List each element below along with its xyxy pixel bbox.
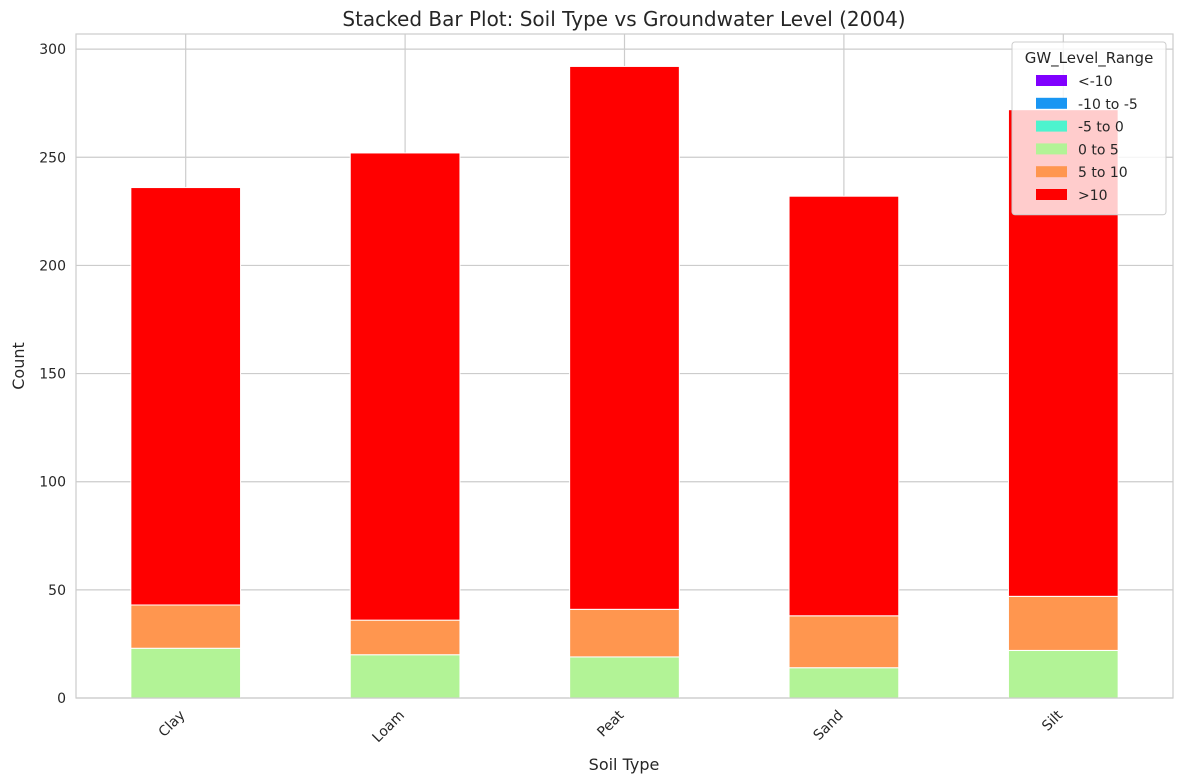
legend-swatch (1036, 75, 1067, 86)
y-tick-label: 200 (39, 258, 66, 274)
bar-segment (1007, 649, 1119, 699)
plot-frame (75, 33, 1174, 699)
bar-segment (1007, 595, 1119, 651)
chart-title: Stacked Bar Plot: Soil Type vs Groundwat… (342, 7, 905, 31)
legend-label: <-10 (1078, 74, 1113, 90)
y-tick-label: 250 (39, 150, 66, 166)
bar-segment (130, 187, 242, 606)
bar-segment (130, 647, 242, 699)
x-axis-label: Soil Type (589, 755, 660, 774)
y-tick-label: 100 (39, 475, 66, 491)
legend-label: -10 to -5 (1078, 97, 1138, 113)
bar-segment (349, 152, 461, 621)
legend-swatch (1036, 189, 1067, 200)
bar-segment (130, 604, 242, 649)
y-axis-label: Count (9, 342, 28, 390)
bar-segment (569, 656, 680, 699)
legend-label: >10 (1078, 188, 1108, 204)
y-tick-label: 150 (39, 367, 66, 383)
bar-segment (349, 654, 461, 699)
bar-segment (349, 619, 461, 656)
bar-segment (788, 615, 900, 669)
legend-swatch (1036, 166, 1067, 178)
legend-title: GW_Level_Range (1025, 49, 1154, 68)
y-tick-label: 300 (39, 42, 66, 58)
legend-label: 5 to 10 (1078, 165, 1128, 181)
bar-segment (569, 608, 680, 658)
legend-label: -5 to 0 (1078, 120, 1124, 136)
y-tick-labels: 0 50 100 150 200 250 300 (39, 42, 66, 707)
legend-swatch (1036, 97, 1067, 109)
bar-segment (788, 195, 900, 617)
bar-segment (788, 667, 900, 699)
bar-segment (569, 65, 680, 610)
legend-swatch (1036, 143, 1067, 155)
legend: GW_Level_Range <-10 -10 to -5 -5 to 0 0 to 5… (1011, 41, 1167, 216)
y-tick-label: 0 (57, 691, 66, 707)
legend-label: 0 to 5 (1078, 142, 1119, 158)
y-tick-label: 50 (48, 583, 66, 599)
legend-swatch (1036, 120, 1067, 132)
